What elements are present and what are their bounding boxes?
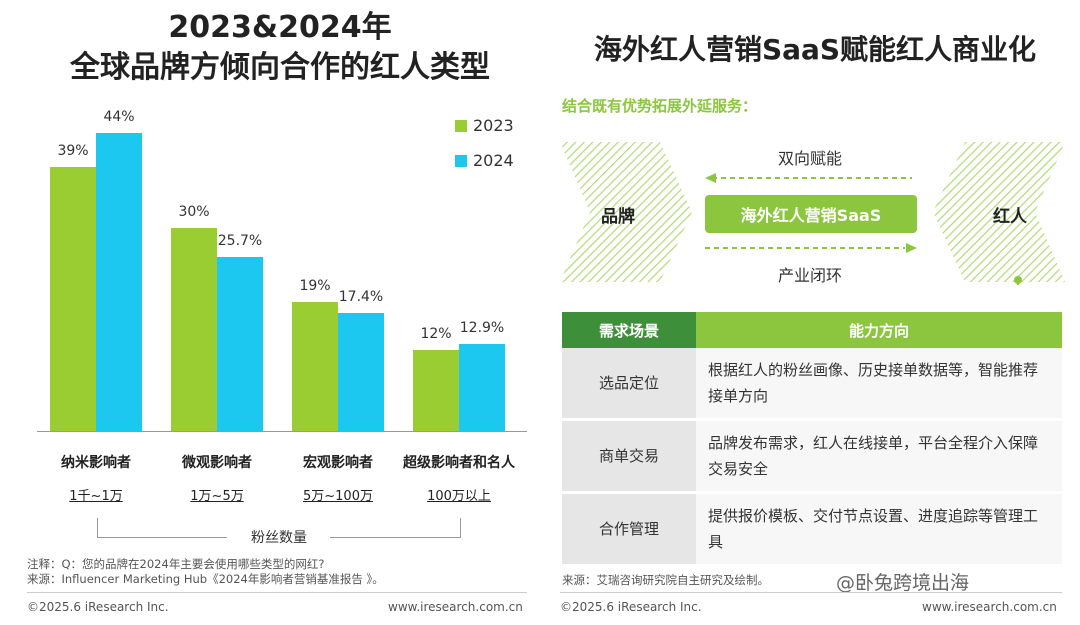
bar-label-2024-3: 12.9% <box>459 319 505 336</box>
right-footer-divider <box>560 592 1062 593</box>
table-row: 选品定位 根据红人的粉丝画像、历史接单数据等，智能推荐接单方向 <box>562 348 1062 421</box>
bracket-line-left <box>97 537 227 538</box>
table-header-capability: 能力方向 <box>696 312 1062 348</box>
watermark: @卧兔跨境出海 <box>836 572 970 594</box>
kol-label: 红人 <box>993 207 1027 227</box>
left-source: 来源：Influencer Marketing Hub《2024年影响者营销基准… <box>27 572 384 586</box>
bar-label-2024-1: 25.7% <box>217 232 263 249</box>
table-header-scene: 需求场景 <box>562 312 696 348</box>
bottom-arrowhead <box>906 243 917 253</box>
left-footer-url: www.iresearch.com.cn <box>388 600 523 614</box>
bar-2023-3 <box>413 349 459 431</box>
legend-swatch-2024 <box>455 154 467 167</box>
left-title: 2023&2024年 全球品牌方倾向合作的红人类型 <box>30 8 530 88</box>
left-note: 注释：Q：您的品牌在2024年主要会使用哪些类型的网红? <box>27 557 325 571</box>
table-row: 商单交易 品牌发布需求，红人在线接单，平台全程介入保障交易安全 <box>562 419 1062 494</box>
bar-label-2024-0: 44% <box>103 109 135 125</box>
bar-2024-2 <box>338 313 384 431</box>
connector-dot <box>1014 276 1022 284</box>
bar-label-2024-2: 17.4% <box>338 289 384 306</box>
table-row: 合作管理 提供报价模板、交付节点设置、进度追踪等管理工具 <box>562 492 1062 567</box>
legend-label-2024: 2024 <box>473 151 514 170</box>
center-saas-pill: 海外红人营销SaaS <box>705 195 917 233</box>
table-cell-scene: 选品定位 <box>562 348 696 421</box>
top-arrowhead <box>705 173 716 183</box>
bracket-line-right <box>330 537 461 538</box>
bottom-flow-label: 产业闭环 <box>777 266 842 285</box>
category-range-1: 1万~5万 <box>190 489 244 504</box>
bar-2024-3 <box>459 343 505 431</box>
brand-label: 品牌 <box>601 207 635 227</box>
left-title-line1: 2023&2024年 <box>168 10 392 45</box>
left-footer-copyright: ©2025.6 iResearch Inc. <box>27 600 169 614</box>
right-footer-copyright: ©2025.6 iResearch Inc. <box>560 600 702 614</box>
bracket-left <box>97 518 98 538</box>
bar-2024-0 <box>96 133 142 431</box>
bar-2024-1 <box>217 256 263 431</box>
table-cell-desc: 提供报价模板、交付节点设置、进度追踪等管理工具 <box>696 492 1062 567</box>
category-label-0: 纳米影响者 <box>61 455 131 471</box>
table-header-row: 需求场景 能力方向 <box>562 312 1062 348</box>
table-cell-desc: 根据红人的粉丝画像、历史接单数据等，智能推荐接单方向 <box>696 348 1062 421</box>
category-label-1: 微观影响者 <box>182 455 252 471</box>
flow-diagram <box>560 142 1065 285</box>
bracket-right <box>460 518 461 538</box>
table-cell-desc: 品牌发布需求，红人在线接单，平台全程介入保障交易安全 <box>696 419 1062 494</box>
x-axis-line <box>37 431 527 432</box>
kol-chevron-shape <box>933 142 1065 282</box>
top-flow-label: 双向赋能 <box>777 149 842 168</box>
right-source: 来源：艾瑞咨询研究院自主研究及绘制。 <box>562 573 769 587</box>
axis-group-label: 粉丝数量 <box>251 530 307 546</box>
right-subtitle: 结合既有优势拓展外延服务： <box>562 97 758 115</box>
bar-label-2023-0: 39% <box>57 142 89 159</box>
left-footer-divider <box>27 592 527 593</box>
category-range-2: 5万~100万 <box>303 489 373 504</box>
left-title-line2: 全球品牌方倾向合作的红人类型 <box>70 50 490 85</box>
bar-2023-1 <box>171 227 217 431</box>
right-footer-url: www.iresearch.com.cn <box>922 600 1057 614</box>
legend-item-2024: 2024 <box>455 151 514 170</box>
bar-label-2023-3: 12% <box>420 325 452 342</box>
legend-label-2023: 2023 <box>473 116 514 135</box>
category-range-0: 1千~1万 <box>69 489 123 504</box>
capability-table: 需求场景 能力方向 选品定位 根据红人的粉丝画像、历史接单数据等，智能推荐接单方… <box>562 312 1062 567</box>
bar-2023-0 <box>50 166 96 431</box>
brand-chevron-shape <box>560 142 692 282</box>
category-range-3: 100万以上 <box>427 489 491 504</box>
bar-label-2023-1: 30% <box>178 203 210 220</box>
legend-swatch-2023 <box>455 119 467 132</box>
category-label-3: 超级影响者和名人 <box>403 455 515 471</box>
legend-item-2023: 2023 <box>455 116 514 135</box>
bar-2023-2 <box>292 302 338 431</box>
table-cell-scene: 合作管理 <box>562 492 696 567</box>
category-label-2: 宏观影响者 <box>303 455 373 471</box>
bar-label-2023-2: 19% <box>299 278 331 295</box>
right-title: 海外红人营销SaaS赋能红人商业化 <box>593 33 1037 66</box>
table-cell-scene: 商单交易 <box>562 419 696 494</box>
